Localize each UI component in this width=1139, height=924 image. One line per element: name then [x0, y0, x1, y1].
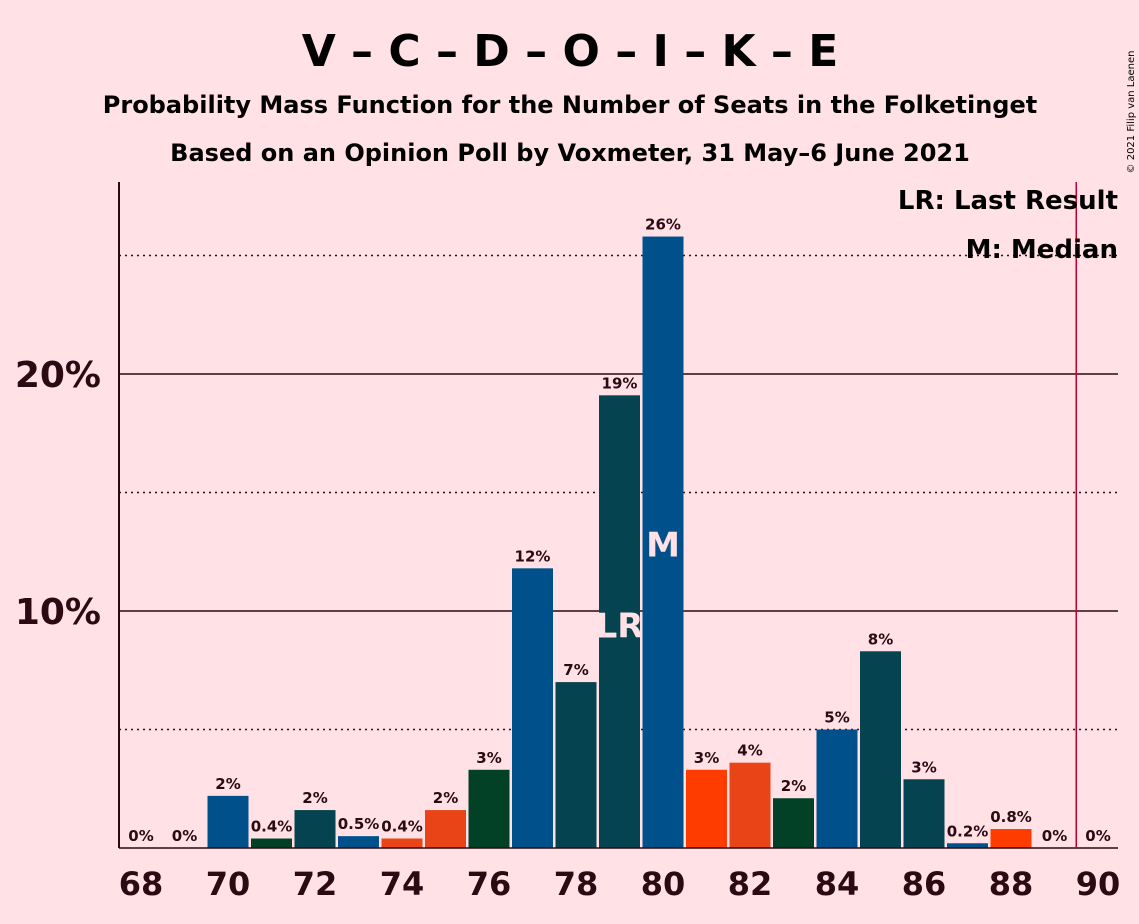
bar-seat-75: [425, 810, 466, 848]
bar-seat-86: [903, 779, 945, 848]
data-label-seat-74: 0.4%: [381, 818, 423, 836]
bar-markers: LRM: [596, 526, 680, 647]
x-tick-label: 80: [641, 865, 686, 903]
x-tick-label: 84: [815, 865, 860, 903]
data-label-seat-85: 8%: [868, 630, 893, 648]
bar-seat-73: [338, 836, 379, 848]
bars: [207, 236, 1032, 849]
data-label-seat-78: 7%: [563, 661, 588, 679]
x-tick-label: 72: [293, 865, 338, 903]
data-label-seat-68: 0%: [128, 827, 153, 845]
bar-seat-71: [251, 838, 292, 848]
bar-seat-79: [599, 395, 640, 848]
bar-seat-83: [773, 798, 814, 848]
data-label-seat-84: 5%: [824, 709, 849, 727]
chart-subtitle: Probability Mass Function for the Number…: [103, 91, 1037, 119]
bar-seat-76: [468, 769, 510, 848]
data-label-seat-86: 3%: [911, 758, 936, 776]
data-label-seat-70: 2%: [215, 775, 240, 793]
bar-seat-77: [512, 568, 553, 848]
y-tick-label: 20%: [15, 355, 101, 396]
chart-subtitle-poll: Based on an Opinion Poll by Voxmeter, 31…: [170, 139, 970, 167]
bar-seat-87: [947, 843, 988, 848]
bar-seat-72: [294, 810, 336, 848]
data-label-seat-76: 3%: [476, 749, 501, 767]
data-label-seat-80: 26%: [645, 216, 681, 234]
x-tick-label: 76: [467, 865, 512, 903]
chart-title: V – C – D – O – I – K – E: [302, 26, 839, 77]
bar-seat-74: [381, 838, 423, 848]
bar-seat-81: [686, 769, 727, 848]
data-labels: 0% 0%2%0.4%2%0.5% 0.4%2%3%12%7%19%26%3% 4%2…: [128, 216, 1110, 845]
x-tick-label: 78: [554, 865, 599, 903]
data-label-seat-69: 0%: [172, 827, 197, 845]
bar-seat-84: [816, 729, 858, 848]
x-tick-label: 88: [989, 865, 1034, 903]
bar-seat-88: [990, 829, 1032, 848]
copyright-credit: © 2021 Filip van Laenen: [1126, 51, 1137, 174]
legend-last-result: LR: Last Result: [898, 186, 1118, 216]
data-label-seat-73: 0.5%: [338, 815, 380, 833]
data-label-seat-77: 12%: [515, 547, 551, 565]
bar-seat-85: [860, 651, 901, 848]
data-label-seat-90: 0%: [1085, 827, 1110, 845]
data-label-seat-75: 2%: [433, 789, 458, 807]
y-tick-label: 10%: [15, 592, 101, 633]
data-label-seat-88: 0.8%: [990, 808, 1032, 826]
data-label-seat-79: 19%: [602, 374, 638, 392]
data-label-seat-87: 0.2%: [947, 822, 989, 840]
x-tick-label: 82: [728, 865, 773, 903]
bar-seat-80: [642, 236, 684, 849]
data-label-seat-72: 2%: [302, 789, 327, 807]
x-tick-label: 86: [902, 865, 947, 903]
x-tick-label: 68: [119, 865, 164, 903]
data-label-seat-82: 4%: [737, 742, 762, 760]
x-tick-label: 70: [206, 865, 251, 903]
data-label-seat-83: 2%: [781, 777, 806, 795]
x-tick-label: 90: [1076, 865, 1121, 903]
data-label-seat-89: 0%: [1042, 827, 1067, 845]
data-label-seat-71: 0.4%: [251, 818, 293, 836]
last-result-marker: LR: [596, 606, 644, 646]
bar-seat-70: [207, 795, 249, 848]
data-label-seat-81: 3%: [694, 749, 719, 767]
bar-seat-78: [555, 682, 597, 848]
x-tick-label: 74: [380, 865, 425, 903]
x-axis-ticks: 68 70 72 74 76 78 80 82 84 86 88 90: [119, 865, 1121, 903]
bar-seat-82: [729, 762, 771, 848]
median-marker: M: [646, 526, 680, 566]
legend-median: M: Median: [966, 235, 1118, 265]
y-axis-ticks: 10% 20%: [15, 355, 101, 633]
